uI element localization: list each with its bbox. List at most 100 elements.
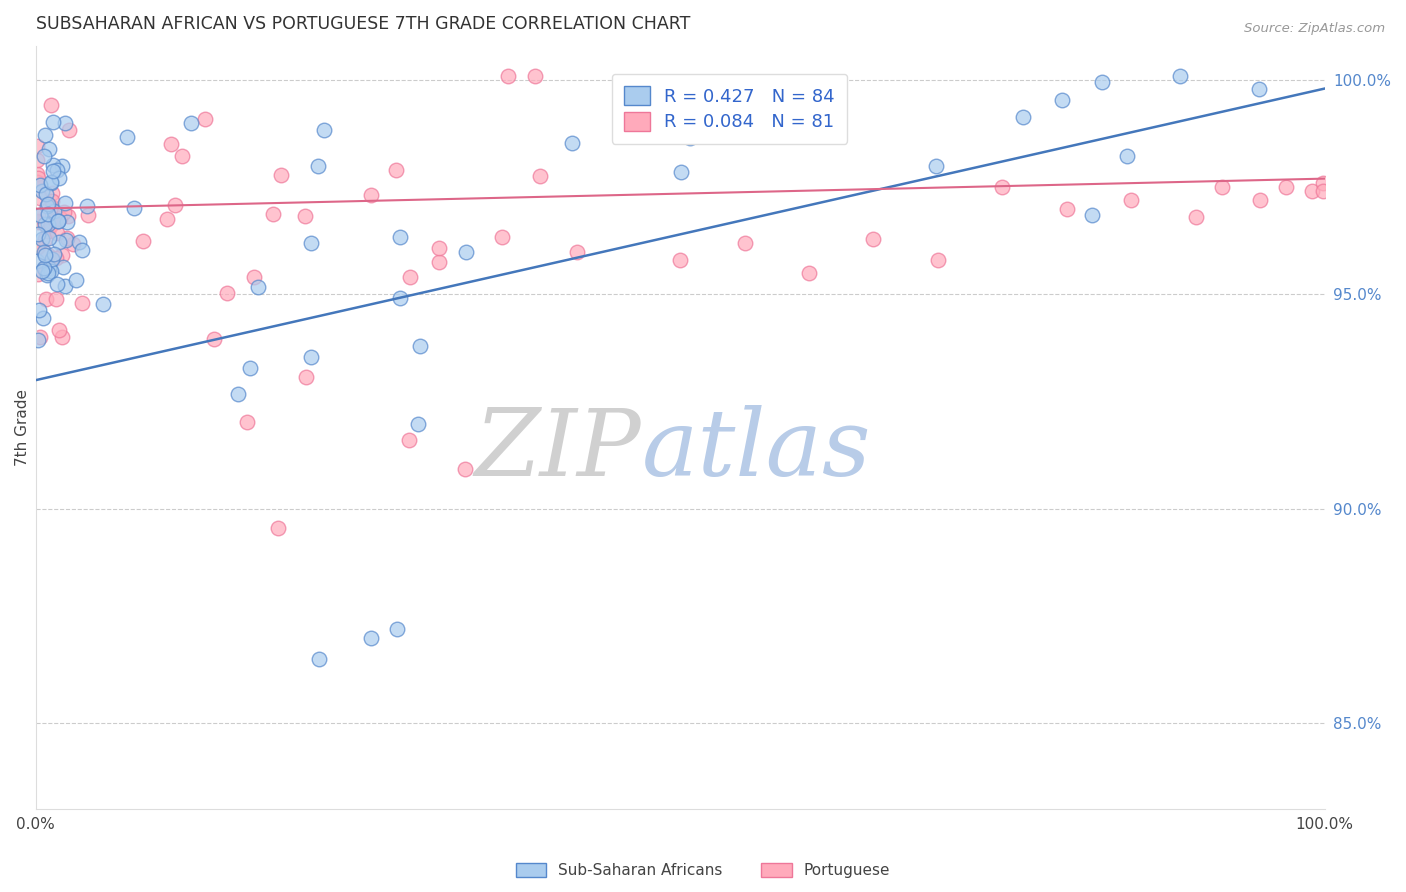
Point	[172, 149, 194, 163]
Point	[360, 188, 382, 202]
Point	[398, 433, 420, 447]
Point	[34, 260, 56, 275]
Point	[156, 212, 179, 227]
Point	[1275, 180, 1298, 194]
Text: atlas: atlas	[641, 405, 870, 495]
Point	[46, 214, 69, 228]
Point	[35, 187, 58, 202]
Point	[31, 232, 53, 246]
Point	[295, 370, 318, 384]
Point	[524, 69, 547, 83]
Point	[734, 235, 756, 250]
Point	[163, 198, 186, 212]
Point	[991, 180, 1014, 194]
Point	[27, 267, 49, 281]
Point	[1301, 185, 1323, 199]
Point	[39, 175, 62, 189]
Point	[217, 285, 239, 300]
Point	[32, 310, 55, 325]
Point	[27, 171, 49, 186]
Point	[51, 159, 73, 173]
Point	[41, 186, 63, 200]
Point	[247, 280, 270, 294]
Text: SUBSAHARAN AFRICAN VS PORTUGUESE 7TH GRADE CORRELATION CHART: SUBSAHARAN AFRICAN VS PORTUGUESE 7TH GRA…	[35, 15, 690, 33]
Point	[1121, 193, 1143, 207]
Point	[31, 264, 53, 278]
Point	[37, 207, 59, 221]
Point	[37, 248, 59, 262]
Point	[1011, 110, 1033, 124]
Point	[53, 116, 76, 130]
Point	[39, 98, 62, 112]
Point	[41, 194, 63, 208]
Point	[41, 263, 63, 277]
Point	[37, 224, 59, 238]
Point	[58, 122, 80, 136]
Point	[1116, 149, 1139, 163]
Point	[236, 415, 259, 429]
Point	[408, 339, 430, 353]
Point	[1312, 185, 1334, 199]
Point	[53, 196, 76, 211]
Point	[91, 296, 114, 310]
Point	[52, 205, 75, 219]
Y-axis label: 7th Grade: 7th Grade	[15, 389, 30, 466]
Point	[31, 184, 53, 198]
Point	[25, 213, 48, 227]
Point	[159, 137, 181, 152]
Point	[34, 232, 56, 246]
Point	[30, 208, 52, 222]
Point	[55, 215, 77, 229]
Point	[44, 213, 66, 227]
Point	[27, 240, 49, 254]
Point	[389, 230, 412, 244]
Point	[37, 196, 59, 211]
Point	[42, 158, 65, 172]
Point	[797, 266, 820, 280]
Point	[46, 163, 69, 178]
Point	[32, 149, 55, 163]
Point	[360, 631, 382, 645]
Point	[115, 130, 138, 145]
Point	[496, 69, 519, 83]
Point	[34, 128, 56, 143]
Point	[41, 200, 63, 214]
Point	[48, 171, 70, 186]
Point	[25, 153, 48, 167]
Point	[44, 204, 66, 219]
Point	[307, 159, 329, 173]
Point	[429, 255, 451, 269]
Point	[56, 209, 79, 223]
Point	[688, 82, 710, 96]
Point	[243, 269, 266, 284]
Point	[37, 268, 59, 282]
Point	[180, 116, 202, 130]
Point	[76, 208, 98, 222]
Point	[76, 199, 98, 213]
Text: ZIP: ZIP	[475, 405, 641, 495]
Point	[28, 191, 51, 205]
Point	[25, 254, 48, 268]
Point	[388, 291, 411, 305]
Point	[42, 114, 65, 128]
Point	[669, 253, 692, 268]
Point	[25, 139, 48, 153]
Point	[925, 159, 948, 173]
Point	[48, 323, 70, 337]
Point	[270, 168, 292, 182]
Point	[262, 207, 284, 221]
Point	[45, 293, 67, 307]
Point	[55, 278, 77, 293]
Point	[49, 211, 72, 225]
Point	[294, 209, 316, 223]
Point	[39, 176, 62, 190]
Point	[267, 521, 290, 535]
Point	[1091, 75, 1114, 89]
Point	[491, 229, 513, 244]
Point	[27, 334, 49, 348]
Point	[927, 253, 949, 268]
Point	[34, 217, 56, 231]
Point	[34, 260, 56, 275]
Legend: R = 0.427   N = 84, R = 0.084   N = 81: R = 0.427 N = 84, R = 0.084 N = 81	[612, 74, 848, 145]
Point	[239, 361, 262, 376]
